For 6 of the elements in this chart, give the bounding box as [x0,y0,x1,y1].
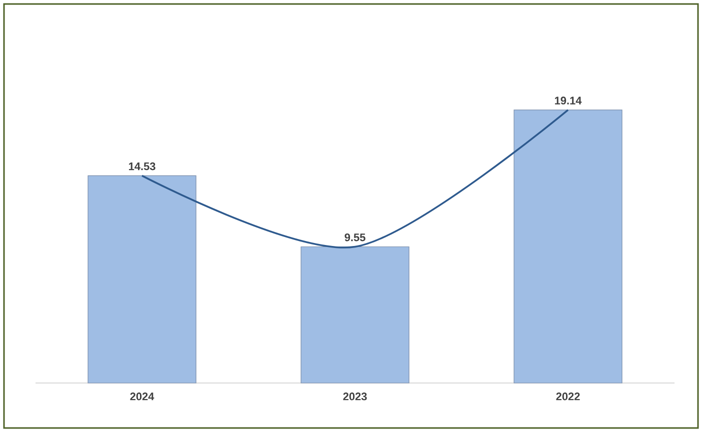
x-tick-label: 2022 [556,392,580,400]
data-label: 9.55 [344,233,366,242]
data-label: 14.53 [128,162,156,170]
data-label: 19.14 [554,96,582,104]
x-tick-label: 2024 [130,392,154,400]
x-tick-label: 2023 [343,392,367,400]
